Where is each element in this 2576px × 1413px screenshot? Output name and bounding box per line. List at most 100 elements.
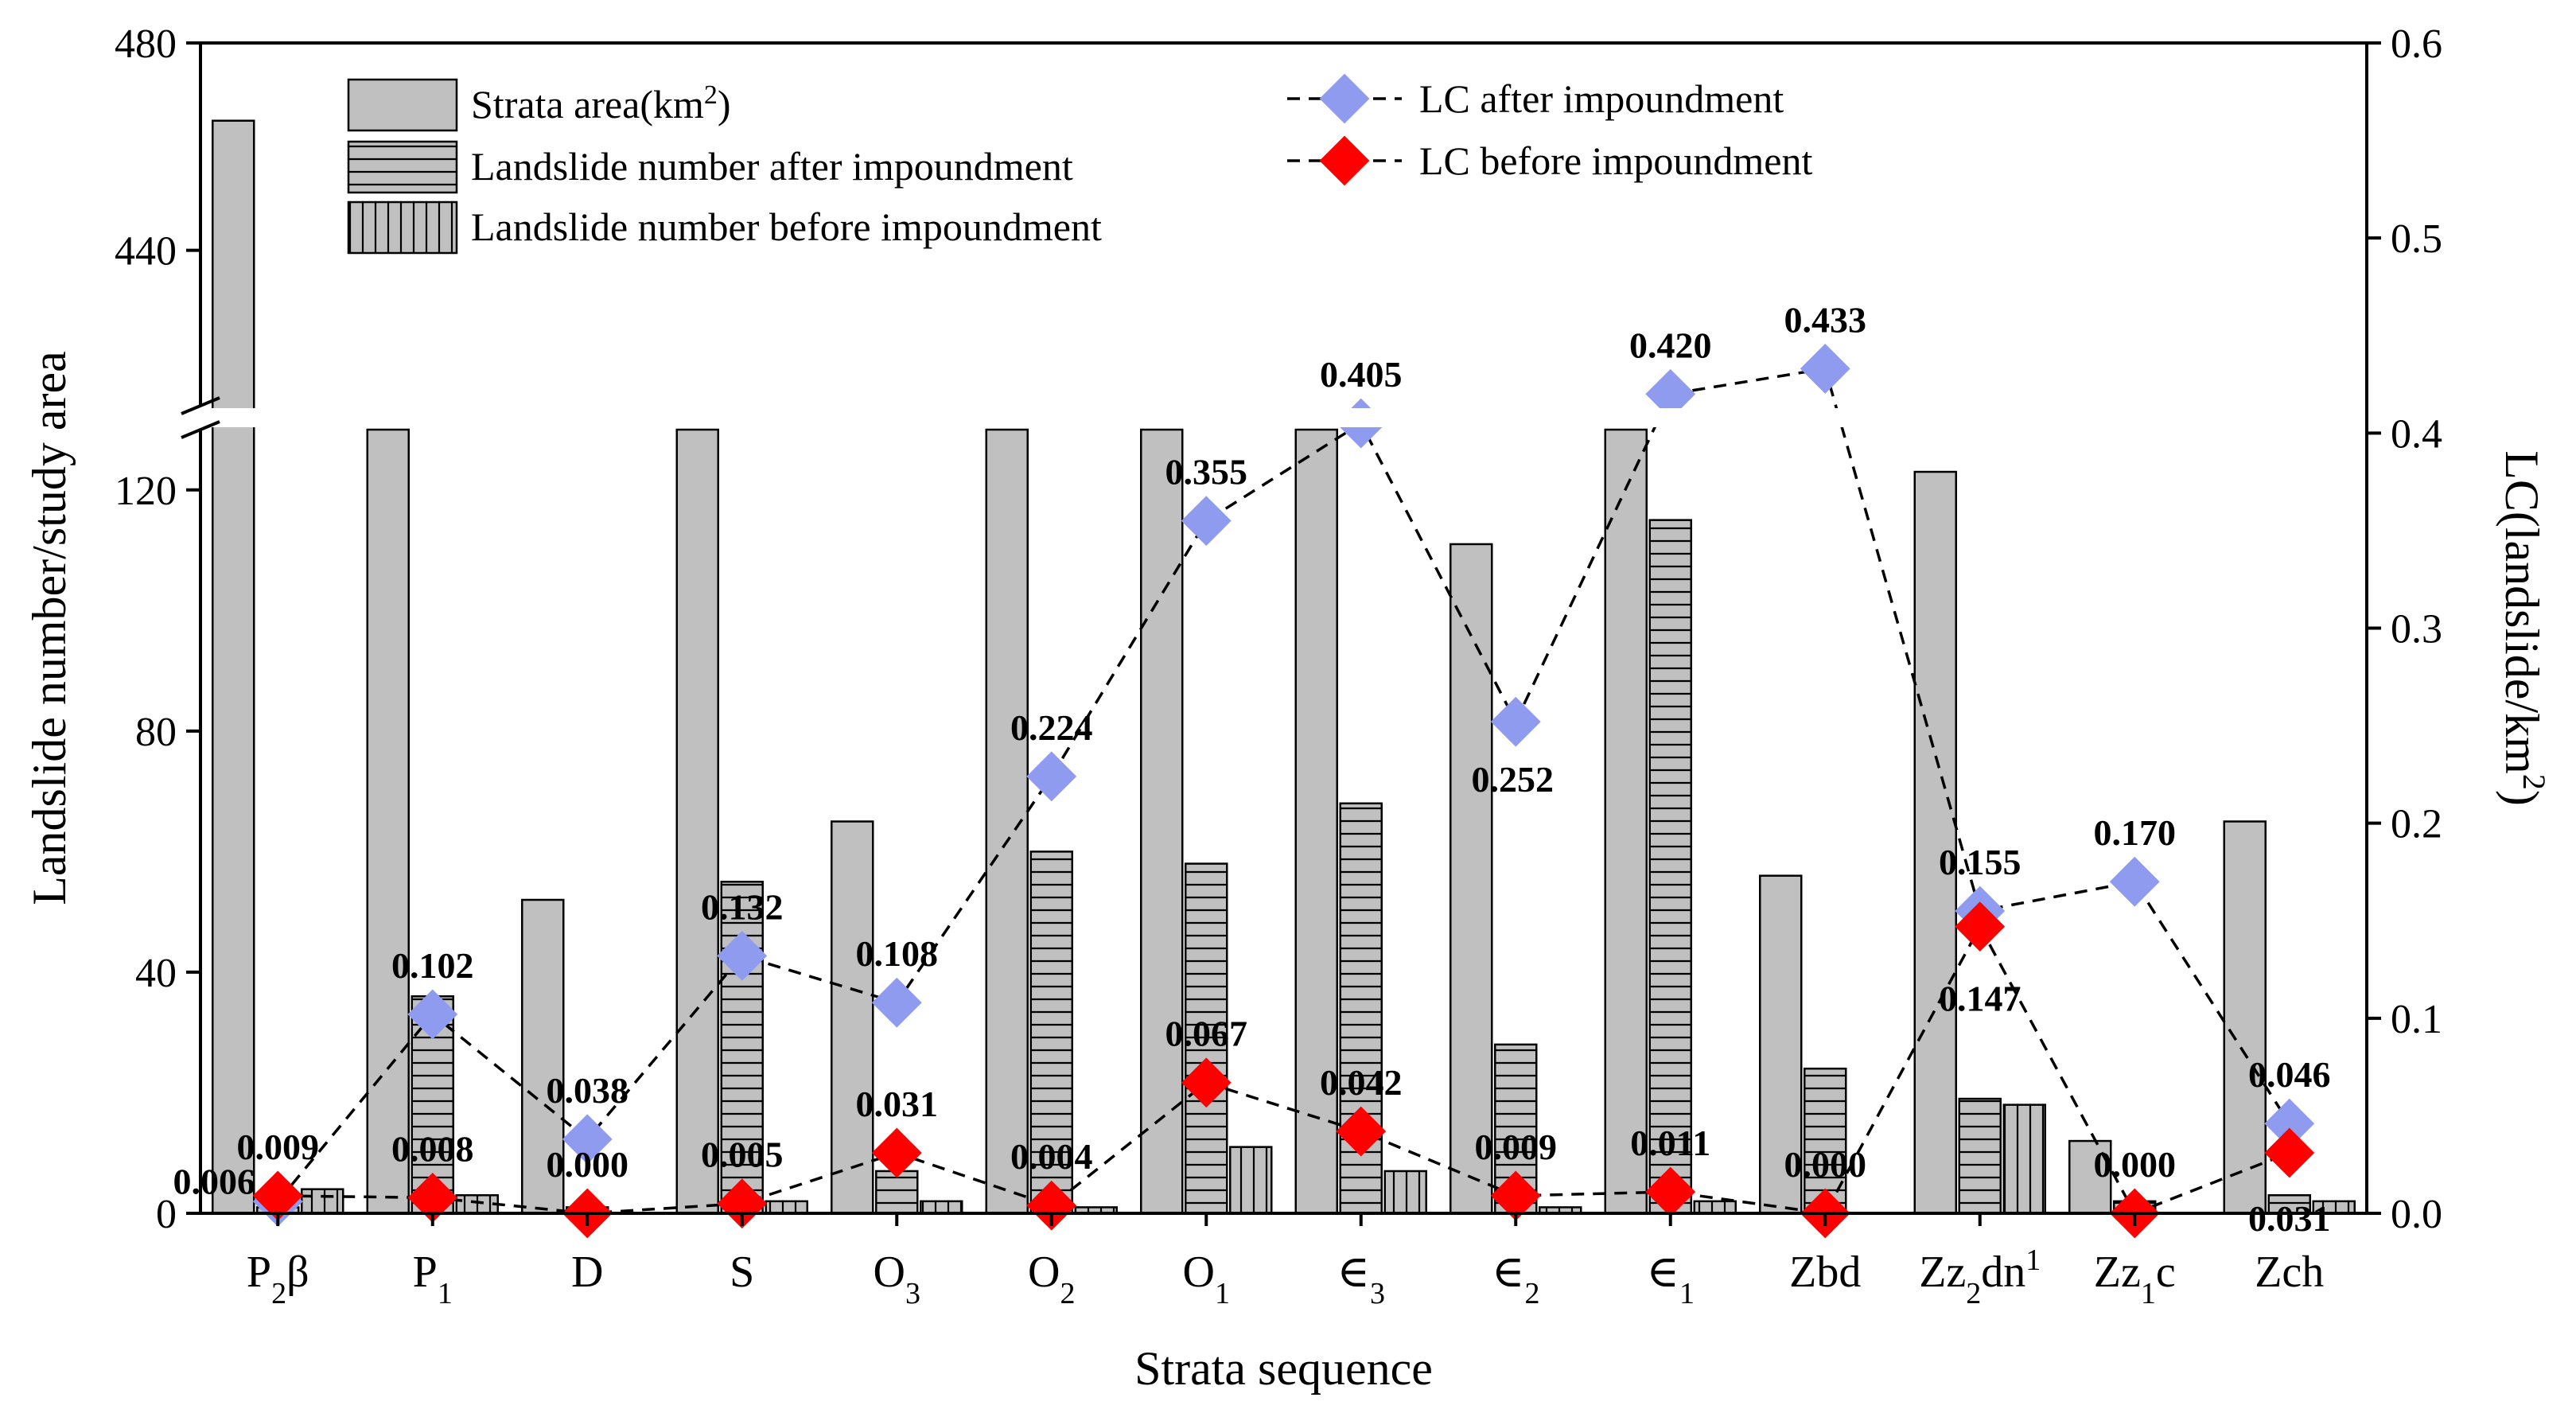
legend-swatch-1 bbox=[347, 140, 458, 194]
category-label-1: P1 bbox=[413, 1248, 453, 1310]
bar-before-3 bbox=[765, 1200, 808, 1215]
lc-label-before-2: 0.000 bbox=[547, 1144, 629, 1185]
legend-label-1: Landslide number after impoundment bbox=[471, 144, 1073, 189]
bar-before-9 bbox=[1693, 1200, 1737, 1215]
lc-label-before-6: 0.067 bbox=[1165, 1014, 1248, 1054]
lc-marker-before-3 bbox=[717, 1178, 768, 1229]
bar-area-3 bbox=[675, 428, 719, 1215]
axis-break-gap bbox=[177, 408, 2391, 427]
category-label-7: ∈3 bbox=[1337, 1248, 1385, 1310]
legend: Strata area(km2) Landslide number after i… bbox=[347, 73, 1812, 255]
lc-marker-before-7 bbox=[1336, 1106, 1387, 1157]
bar-area-8 bbox=[1449, 543, 1493, 1215]
right-tick-label-3: 0.3 bbox=[2391, 607, 2442, 652]
bar-area-12 bbox=[2068, 1139, 2112, 1215]
category-label-4: O3 bbox=[874, 1248, 920, 1310]
lc-label-before-4: 0.031 bbox=[856, 1084, 939, 1124]
bar-after-11 bbox=[1958, 1097, 2002, 1215]
lc-label-before-1: 0.008 bbox=[391, 1128, 474, 1169]
lc-marker-before-11 bbox=[1955, 901, 2006, 952]
lc-marker-after-2 bbox=[562, 1114, 613, 1165]
lc-label-after-4: 0.108 bbox=[856, 933, 939, 974]
lc-label-after-6: 0.355 bbox=[1165, 452, 1248, 492]
lc-marker-after-4 bbox=[871, 977, 922, 1028]
lc-label-after-13: 0.046 bbox=[2248, 1054, 2331, 1095]
value-label-group: 0.006 0.102 0.038 0.132 0.108 0.224 0.355 0.405… bbox=[173, 299, 2331, 1239]
left-tick-label-440: 440 bbox=[115, 229, 177, 274]
lc-marker-after-3 bbox=[717, 930, 768, 981]
lc-label-after-0: 0.006 bbox=[173, 1161, 256, 1201]
lc-label-before-0: 0.009 bbox=[237, 1127, 320, 1167]
bar-before-4 bbox=[920, 1200, 963, 1215]
left-tick-label-0: 0 bbox=[156, 1192, 177, 1237]
category-label-5: O2 bbox=[1028, 1248, 1075, 1310]
legend-label-2: Landslide number before impoundment bbox=[471, 204, 1102, 249]
bar-before-7 bbox=[1383, 1170, 1427, 1215]
bar-area-6 bbox=[1140, 428, 1184, 1215]
legend-marker-0 bbox=[1319, 73, 1370, 124]
bar-after-6 bbox=[1185, 862, 1228, 1215]
right-tick-label-0: 0.0 bbox=[2391, 1192, 2442, 1237]
legend-line-label-0: LC after impoundment bbox=[1419, 76, 1784, 121]
lc-label-before-11: 0.147 bbox=[1939, 979, 2021, 1019]
bar-area-10 bbox=[1759, 874, 1803, 1215]
legend-swatch-0 bbox=[347, 78, 458, 132]
lc-label-after-8: 0.252 bbox=[1472, 759, 1555, 800]
left-tick-label-480: 480 bbox=[115, 21, 177, 67]
left-tick-label-120: 120 bbox=[115, 469, 177, 514]
right-tick-label-2: 0.2 bbox=[2391, 802, 2442, 847]
bar-area-1 bbox=[366, 428, 410, 1215]
x-axis-title: Strata sequence bbox=[1134, 1342, 1433, 1395]
lc-label-before-12: 0.000 bbox=[2094, 1144, 2177, 1185]
lc-label-before-3: 0.005 bbox=[701, 1135, 784, 1175]
lc-marker-after-1 bbox=[407, 989, 458, 1040]
lc-marker-after-6 bbox=[1181, 496, 1232, 547]
lc-marker-before-13 bbox=[2264, 1127, 2315, 1178]
category-label-2: D bbox=[571, 1248, 603, 1297]
lc-label-after-11: 0.155 bbox=[1939, 842, 2021, 882]
legend-marker-1 bbox=[1319, 135, 1370, 186]
category-label-12: Zz1c bbox=[2094, 1248, 2176, 1310]
lc-label-after-9: 0.420 bbox=[1629, 325, 1712, 365]
lc-label-before-5: 0.004 bbox=[1010, 1136, 1093, 1177]
bar-area-0 bbox=[212, 119, 255, 1215]
right-tick-label-6: 0.6 bbox=[2391, 21, 2442, 67]
bar-area-13 bbox=[2223, 820, 2267, 1215]
lc-label-before-8: 0.009 bbox=[1475, 1127, 1558, 1167]
y-axis-title: Landslide number/study area bbox=[23, 351, 76, 905]
bar-area-4 bbox=[831, 820, 874, 1215]
legend-swatch-2 bbox=[347, 200, 458, 255]
lc-marker-before-5 bbox=[1026, 1180, 1077, 1231]
bar-before-11 bbox=[2002, 1104, 2046, 1215]
lc-marker-before-6 bbox=[1181, 1057, 1232, 1108]
category-label-11: Zz2dn1 bbox=[1919, 1244, 2041, 1310]
lc-label-before-7: 0.042 bbox=[1320, 1062, 1403, 1103]
left-tick-label-80: 80 bbox=[135, 710, 177, 755]
bar-before-1 bbox=[455, 1194, 499, 1215]
bar-area-2 bbox=[521, 898, 565, 1215]
bar-after-9 bbox=[1648, 519, 1692, 1215]
left-axis-break-mark-bottom bbox=[181, 420, 220, 439]
category-label-3: S bbox=[730, 1248, 754, 1297]
axes-group: 0 40 80 120 440 480 0.0 0.1 0.2 0.3 0.4 0.5 0.6 P2β P1… bbox=[23, 21, 2553, 1395]
bar-series-group bbox=[212, 119, 2356, 1215]
lc-label-after-5: 0.224 bbox=[1010, 707, 1093, 748]
lc-marker-before-4 bbox=[871, 1127, 922, 1178]
lc-marker-after-12 bbox=[2109, 856, 2160, 907]
left-axis-break-mark-top bbox=[181, 396, 220, 415]
category-label-10: Zbd bbox=[1789, 1248, 1861, 1297]
category-label-8: ∈2 bbox=[1492, 1248, 1539, 1310]
lc-label-after-1: 0.102 bbox=[391, 945, 474, 986]
right-tick-label-1: 0.1 bbox=[2391, 997, 2442, 1042]
category-label-0: P2β bbox=[247, 1248, 309, 1310]
lc-line-after bbox=[276, 367, 2291, 1203]
bar-area-9 bbox=[1604, 428, 1648, 1215]
lc-label-after-7: 0.405 bbox=[1320, 354, 1403, 395]
lc-label-before-10: 0.000 bbox=[1784, 1144, 1867, 1185]
lc-label-after-10: 0.433 bbox=[1784, 299, 1867, 340]
legend-line-label-1: LC before impoundment bbox=[1419, 138, 1812, 183]
category-label-6: O1 bbox=[1183, 1248, 1230, 1310]
bar-before-0 bbox=[301, 1188, 344, 1215]
lc-label-after-2: 0.038 bbox=[547, 1070, 629, 1111]
lc-label-after-12: 0.170 bbox=[2094, 812, 2177, 853]
